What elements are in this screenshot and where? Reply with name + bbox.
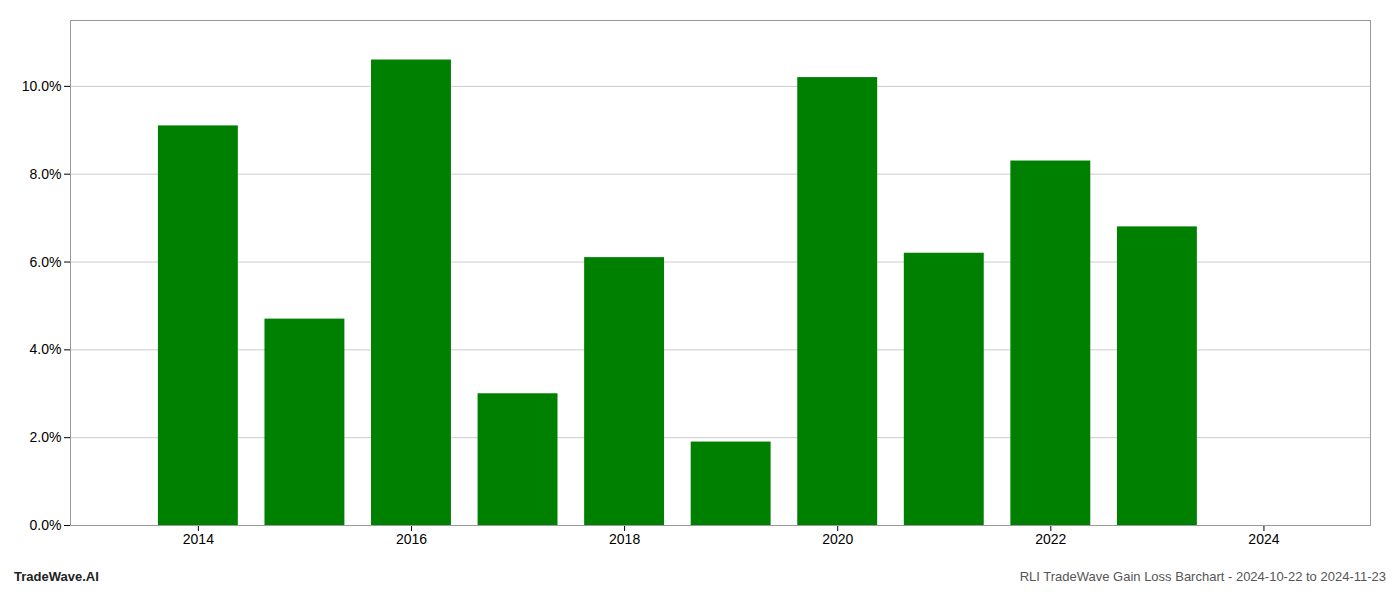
svg-text:2.0%: 2.0%	[30, 429, 62, 445]
svg-text:0.0%: 0.0%	[30, 517, 62, 533]
svg-text:2022: 2022	[1035, 531, 1066, 547]
svg-text:2014: 2014	[183, 531, 214, 547]
svg-text:10.0%: 10.0%	[22, 78, 62, 94]
svg-text:6.0%: 6.0%	[30, 254, 62, 270]
svg-text:2024: 2024	[1248, 531, 1279, 547]
html-text:TradeWave.AI: TradeWave.AI	[14, 569, 99, 584]
svg-text:2018: 2018	[609, 531, 640, 547]
svg-text:2016: 2016	[396, 531, 427, 547]
svg-text:4.0%: 4.0%	[30, 341, 62, 357]
svg-text:2020: 2020	[822, 531, 853, 547]
svg-text:8.0%: 8.0%	[30, 166, 62, 182]
html-text:RLI TradeWave Gain Loss Barcha: RLI TradeWave Gain Loss Barchart - 2024-…	[1019, 569, 1386, 584]
